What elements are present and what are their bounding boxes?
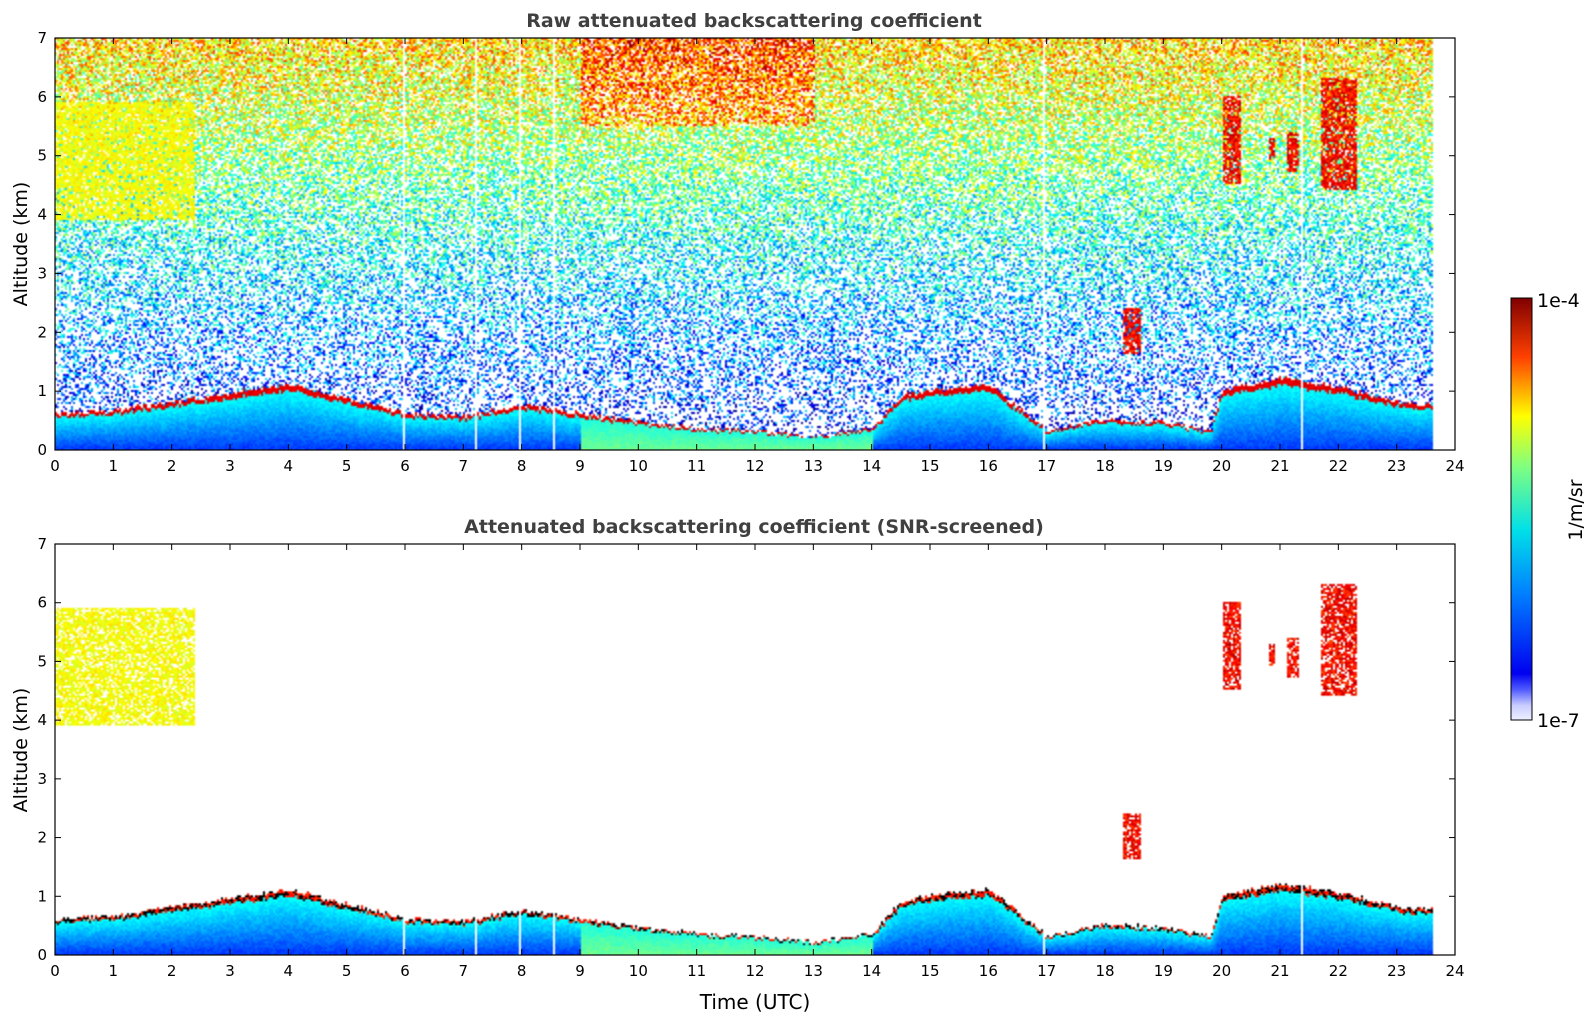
x-tick-label: 21 [1270,457,1289,475]
x-tick-label: 1 [109,457,119,475]
x-tick-label: 6 [400,962,410,980]
colorbar-min-label: 1e-7 [1537,710,1580,732]
x-tick-label: 4 [284,962,294,980]
y-tick-label: 3 [37,264,47,282]
x-tick-label: 15 [920,962,939,980]
x-tick-label: 20 [1212,962,1231,980]
x-tick-label: 7 [459,457,469,475]
x-tick-label: 9 [575,962,585,980]
x-tick-label: 12 [745,962,764,980]
colorbar-units-label: 1/m/sr [1565,479,1587,540]
snr-panel-title: Attenuated backscattering coefficient (S… [464,516,1044,538]
x-tick-label: 13 [804,962,823,980]
x-tick-label: 16 [979,962,998,980]
x-tick-label: 15 [920,457,939,475]
y-tick-label: 4 [37,711,47,729]
y-tick-label: 7 [37,29,47,47]
y-tick-label: 2 [37,829,47,847]
x-tick-label: 7 [459,962,469,980]
raw-y-axis-label: Altitude (km) [10,182,32,307]
x-tick-label: 24 [1445,962,1464,980]
y-tick-label: 7 [37,535,47,553]
x-tick-label: 8 [517,962,527,980]
x-tick-label: 5 [342,457,352,475]
x-tick-label: 9 [575,457,585,475]
x-tick-label: 18 [1095,962,1114,980]
colorbar-gradient [1510,297,1533,721]
raw-backscatter-panel: Raw attenuated backscattering coefficien… [10,10,1465,475]
x-tick-label: 22 [1329,457,1348,475]
raw-backscatter-heatmap [55,38,1455,450]
x-tick-label: 12 [745,457,764,475]
x-tick-label: 0 [50,962,60,980]
x-tick-label: 17 [1037,457,1056,475]
y-tick-label: 3 [37,770,47,788]
x-tick-label: 21 [1270,962,1289,980]
y-tick-label: 6 [37,88,47,106]
y-tick-label: 6 [37,594,47,612]
x-tick-label: 3 [225,962,235,980]
x-tick-label: 5 [342,962,352,980]
y-tick-label: 2 [37,323,47,341]
x-tick-label: 1 [109,962,119,980]
x-tick-label: 13 [804,457,823,475]
x-tick-label: 22 [1329,962,1348,980]
x-tick-label: 3 [225,457,235,475]
colorbar-max-label: 1e-4 [1537,290,1580,312]
snr-screened-heatmap [55,544,1455,955]
x-tick-label: 2 [167,457,177,475]
y-tick-label: 0 [37,441,47,459]
x-tick-label: 19 [1154,962,1173,980]
y-tick-label: 5 [37,147,47,165]
x-tick-label: 4 [284,457,294,475]
x-tick-label: 6 [400,457,410,475]
x-tick-label: 14 [862,962,881,980]
x-tick-label: 18 [1095,457,1114,475]
snr-screened-panel: Attenuated backscattering coefficient (S… [10,516,1465,1014]
x-tick-label: 19 [1154,457,1173,475]
x-tick-label: 11 [687,457,706,475]
x-tick-label: 20 [1212,457,1231,475]
x-tick-label: 0 [50,457,60,475]
raw-panel-title: Raw attenuated backscattering coefficien… [526,10,982,32]
x-tick-label: 17 [1037,962,1056,980]
x-tick-label: 24 [1445,457,1464,475]
x-tick-label: 14 [862,457,881,475]
colorbar: 1e-4 1e-7 1/m/sr [1510,290,1587,732]
x-tick-label: 8 [517,457,527,475]
y-tick-label: 4 [37,206,47,224]
x-tick-label: 10 [629,457,648,475]
snr-x-axis-ticks: 0 1 2 3 4 5 6 7 8 9 10 11 12 13 14 15 16 17 18 19 20 21 22 23 24 [50,544,1465,980]
x-tick-label: 10 [629,962,648,980]
x-tick-label: 23 [1387,962,1406,980]
raw-x-axis-ticks: 0 1 2 3 4 5 6 7 8 9 10 11 12 13 14 15 16 17 18 19 20 21 22 23 24 [50,38,1465,475]
x-tick-label: 16 [979,457,998,475]
y-tick-label: 5 [37,652,47,670]
x-tick-label: 2 [167,962,177,980]
x-tick-label: 23 [1387,457,1406,475]
y-tick-label: 1 [37,382,47,400]
snr-y-axis-ticks: 0 1 2 3 4 5 6 7 [37,535,1455,964]
y-tick-label: 0 [37,946,47,964]
raw-y-axis-ticks: 0 1 2 3 4 5 6 7 [37,29,1455,459]
x-tick-label: 11 [687,962,706,980]
x-axis-label: Time (UTC) [699,990,811,1014]
y-tick-label: 1 [37,887,47,905]
snr-y-axis-label: Altitude (km) [10,688,32,813]
